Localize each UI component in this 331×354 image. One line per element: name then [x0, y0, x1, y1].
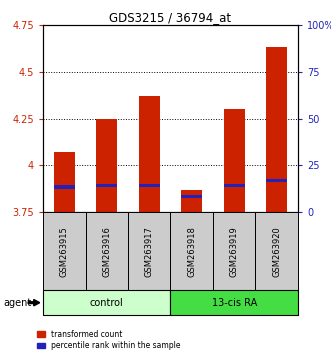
Bar [256, 212, 298, 290]
Bar [54, 185, 75, 189]
Bar [266, 179, 287, 182]
Text: GSM263917: GSM263917 [145, 226, 154, 277]
Text: GSM263915: GSM263915 [60, 226, 69, 277]
Bar [96, 183, 118, 187]
Bar [170, 290, 298, 315]
Bar [266, 47, 287, 212]
Bar [85, 212, 128, 290]
Legend: transformed count, percentile rank within the sample: transformed count, percentile rank withi… [37, 330, 180, 350]
Text: GSM263916: GSM263916 [102, 226, 111, 277]
Text: GSM263918: GSM263918 [187, 226, 196, 277]
Bar [43, 212, 85, 290]
Bar [181, 195, 202, 198]
Bar [54, 152, 75, 212]
Bar [128, 212, 170, 290]
Title: GDS3215 / 36794_at: GDS3215 / 36794_at [110, 11, 231, 24]
Text: 13-cis RA: 13-cis RA [212, 298, 257, 308]
Bar [139, 96, 160, 212]
Text: control: control [90, 298, 123, 308]
Bar [181, 190, 202, 212]
Text: GSM263919: GSM263919 [230, 226, 239, 277]
Text: GSM263920: GSM263920 [272, 226, 281, 277]
Bar [170, 212, 213, 290]
Bar [43, 290, 170, 315]
Bar [213, 212, 256, 290]
Bar [96, 119, 118, 212]
Bar [223, 183, 245, 187]
Text: agent: agent [3, 298, 31, 308]
Bar [223, 109, 245, 212]
Bar [139, 183, 160, 187]
